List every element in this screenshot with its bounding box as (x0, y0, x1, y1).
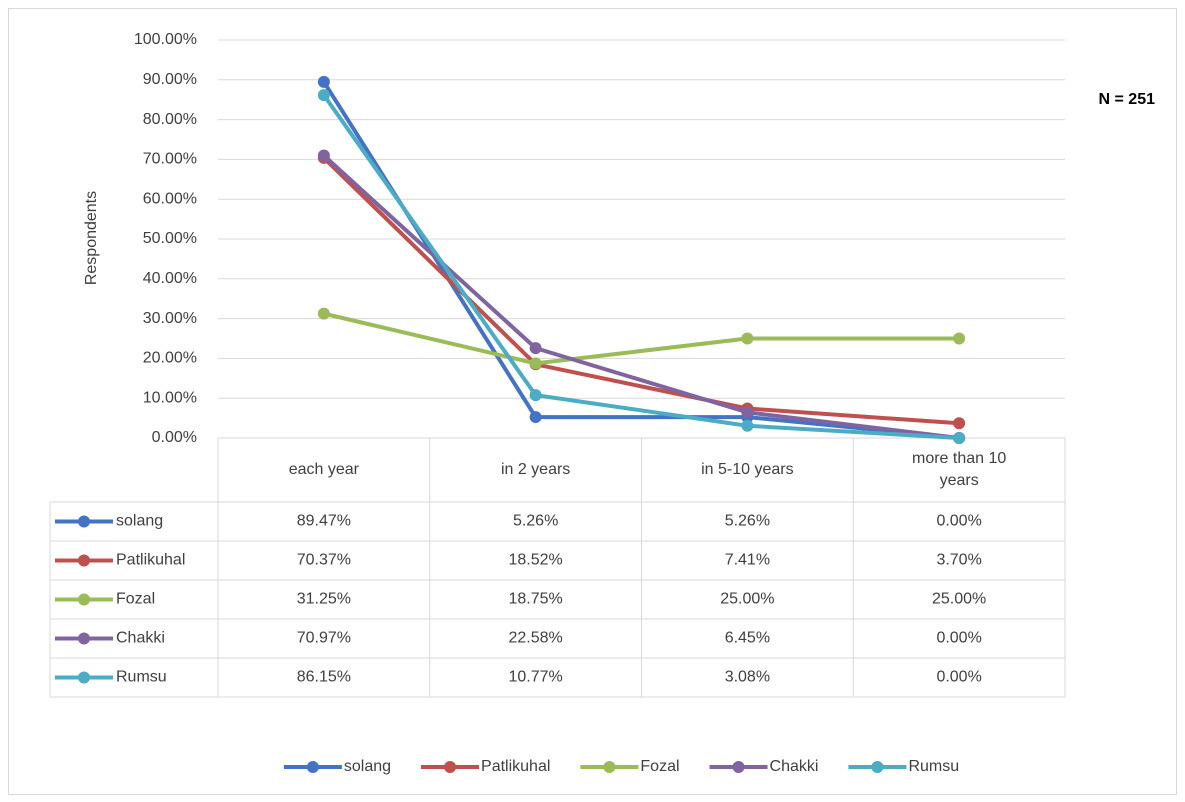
legend-label: Rumsu (908, 758, 959, 775)
series-line (322, 156, 960, 426)
data-point (953, 332, 966, 345)
legend-key-marker (732, 761, 745, 773)
category-cell: in 5-10 years (642, 438, 854, 502)
y-tick-label: 10.00% (143, 389, 197, 406)
x-tick-text: each year (288, 461, 359, 478)
annotation: N = 251 (1099, 91, 1156, 108)
data-point (741, 332, 754, 345)
table-cell: 0.00% (936, 513, 981, 530)
y-tick-label: 60.00% (143, 190, 197, 207)
table-cell: 0.00% (936, 669, 981, 686)
legend-key-marker (603, 761, 616, 773)
table-cell: 3.08% (725, 669, 770, 686)
data-point (317, 89, 330, 102)
data-point (529, 389, 542, 402)
table-row-label: Rumsu (116, 669, 167, 686)
table-cell: 86.15% (297, 669, 351, 686)
table-row-label: Chakki (116, 630, 165, 647)
legend-item: Rumsu (848, 758, 959, 775)
table-cell: 31.25% (297, 591, 351, 608)
table-cell: 3.70% (936, 552, 981, 569)
table-row-label: solang (116, 513, 163, 530)
data-point (741, 406, 754, 419)
legend-key-marker (444, 761, 457, 773)
legend-label: Fozal (640, 758, 679, 775)
x-tick-label: more than 10 years (853, 438, 1065, 502)
category-cell: each year (218, 438, 430, 502)
legend-key-marker (306, 761, 319, 773)
table-cell: 22.58% (508, 630, 562, 647)
x-tick-text: in 2 years (500, 461, 571, 478)
legend-label: Chakki (770, 758, 819, 775)
y-tick-label: 100.00% (134, 31, 197, 48)
category-cell: in 2 years (430, 438, 642, 502)
data-point (529, 411, 542, 424)
table-row-label: Fozal (116, 591, 155, 608)
data-point (953, 432, 966, 444)
legend-item: solang (283, 758, 391, 775)
data-point (529, 342, 542, 355)
data-point (529, 357, 542, 370)
table-cell: 18.52% (508, 552, 562, 569)
table-cell: 18.75% (508, 591, 562, 608)
legend-label: solang (344, 758, 391, 775)
x-tick-text: in 5-10 years (701, 461, 794, 478)
data-point (741, 419, 754, 432)
y-tick-label: 30.00% (143, 310, 197, 327)
table-key-marker (78, 515, 90, 528)
series-line (322, 93, 960, 440)
table-cell: 6.45% (725, 630, 770, 647)
data-point (317, 149, 330, 162)
data-point (317, 307, 330, 320)
data-point (953, 417, 966, 430)
table-cell: 70.37% (297, 552, 351, 569)
legend-item: Patlikuhal (421, 758, 550, 775)
series-line (323, 311, 960, 366)
y-tick-label: 80.00% (143, 111, 197, 128)
y-tick-label: 70.00% (143, 151, 197, 168)
legend-key-marker (871, 761, 884, 773)
legend-label: Patlikuhal (481, 758, 550, 775)
data-point (317, 75, 330, 88)
table-cell: 70.97% (297, 630, 351, 647)
table-key-marker (78, 671, 90, 684)
table-key-marker (78, 593, 90, 606)
table-cell: 0.00% (936, 630, 981, 647)
table-row-label: Patlikuhal (116, 552, 185, 569)
table-cell: 7.41% (725, 552, 770, 569)
x-tick-label: in 5-10 years (642, 438, 854, 502)
series-line (322, 154, 960, 440)
table-cell: 25.00% (932, 591, 986, 608)
table-cell: 89.47% (297, 513, 351, 530)
y-tick-label: 40.00% (143, 270, 197, 287)
x-tick-label: each year (218, 438, 430, 502)
y-tick-label: 50.00% (143, 230, 197, 247)
table-cell: 5.26% (725, 513, 770, 530)
table-cell: 10.77% (508, 669, 562, 686)
table-cell: 25.00% (720, 591, 774, 608)
y-axis-label: Respondents (83, 191, 100, 285)
table-key-marker (78, 554, 90, 567)
y-tick-label: 20.00% (143, 350, 197, 367)
table-cell: 5.26% (513, 513, 558, 530)
y-tick-label: 90.00% (143, 71, 197, 88)
legend-item: Fozal (580, 758, 680, 775)
table-key-marker (78, 632, 90, 645)
x-tick-label: in 2 years (430, 438, 642, 502)
legend-item: Chakki (709, 758, 819, 775)
y-tick-label: 0.00% (152, 429, 197, 446)
x-tick-text: more than 10 years (911, 450, 1007, 489)
category-cell: more than 10 years (853, 438, 1065, 502)
